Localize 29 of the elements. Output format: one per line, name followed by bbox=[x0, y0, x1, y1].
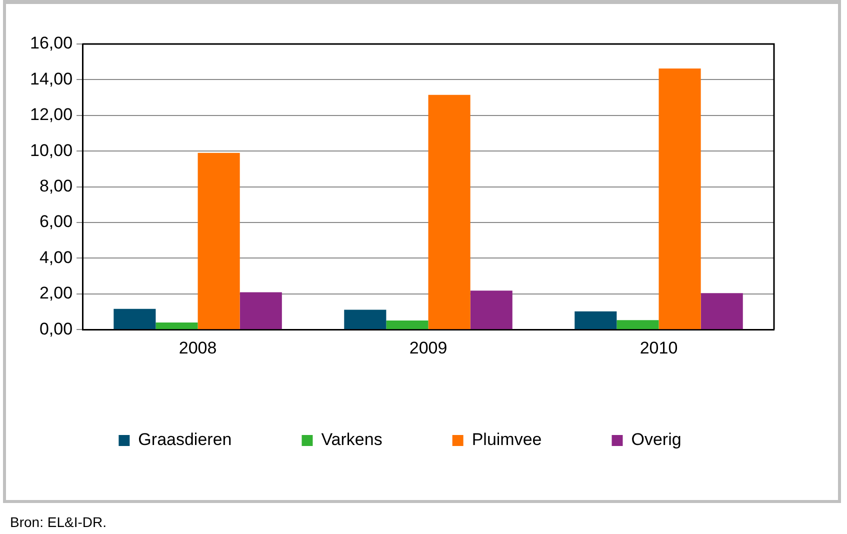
y-tick-label: 14,00 bbox=[30, 69, 73, 88]
bar bbox=[616, 320, 659, 330]
bar bbox=[574, 311, 617, 330]
bar bbox=[114, 308, 156, 330]
text: Bron: EL&I-DR. bbox=[10, 514, 106, 530]
legend-label: Overig bbox=[631, 430, 682, 450]
x-tick-label: 2009 bbox=[409, 338, 448, 358]
bar bbox=[156, 322, 198, 330]
bar bbox=[198, 152, 240, 330]
y-tick-label: 10,00 bbox=[30, 140, 73, 160]
y-tick-label: 8,00 bbox=[39, 176, 73, 196]
legend-label: Graasdieren bbox=[138, 430, 232, 450]
bar bbox=[386, 320, 428, 330]
bar bbox=[470, 290, 512, 330]
y-tick-label: 12,00 bbox=[30, 105, 73, 124]
bar bbox=[428, 94, 470, 330]
y-tick-label: 6,00 bbox=[39, 212, 73, 232]
bar bbox=[240, 292, 282, 330]
y-tick-label: 0,00 bbox=[39, 319, 73, 338]
bar bbox=[700, 293, 743, 330]
bar bbox=[344, 310, 386, 330]
legend-label: Varkens bbox=[321, 430, 382, 450]
y-tick-label: 2,00 bbox=[39, 284, 73, 303]
legend-label: Pluimvee bbox=[472, 430, 542, 450]
bar bbox=[658, 68, 701, 330]
y-tick-label: 16,00 bbox=[30, 34, 73, 53]
y-tick-label: 4,00 bbox=[39, 248, 73, 267]
x-tick-label: 2010 bbox=[640, 338, 678, 358]
x-tick-label: 2008 bbox=[178, 338, 217, 358]
